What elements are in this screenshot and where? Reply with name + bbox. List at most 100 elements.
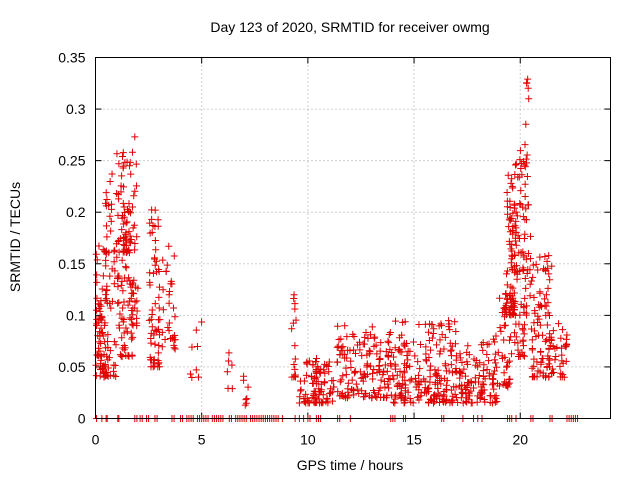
data-point xyxy=(305,357,313,365)
data-point xyxy=(479,346,487,354)
data-point xyxy=(147,315,155,323)
data-point xyxy=(124,205,132,213)
data-point xyxy=(334,342,342,350)
data-point xyxy=(537,301,545,309)
data-point xyxy=(156,316,164,324)
data-point xyxy=(507,283,515,291)
data-point xyxy=(148,323,156,331)
data-point xyxy=(550,368,558,376)
data-point xyxy=(516,147,524,155)
data-point xyxy=(288,325,296,333)
data-point xyxy=(118,226,126,234)
data-point xyxy=(159,306,167,314)
data-point xyxy=(119,149,127,157)
data-point xyxy=(397,392,405,400)
data-point xyxy=(350,346,358,354)
data-point xyxy=(155,283,163,291)
data-point xyxy=(112,372,120,380)
data-point xyxy=(458,358,466,366)
data-point xyxy=(521,161,529,169)
data-point xyxy=(511,201,519,209)
data-point xyxy=(483,366,491,374)
data-point xyxy=(414,358,422,366)
data-point xyxy=(364,334,372,342)
data-point xyxy=(436,336,444,344)
data-point xyxy=(433,371,441,379)
data-point xyxy=(470,355,478,363)
data-point xyxy=(118,172,126,180)
data-point xyxy=(129,321,137,329)
data-point xyxy=(436,392,444,400)
data-point xyxy=(334,388,342,396)
data-point xyxy=(563,331,571,339)
data-point xyxy=(515,320,523,328)
data-point xyxy=(508,175,516,183)
data-point xyxy=(103,295,111,303)
data-point xyxy=(524,201,532,209)
data-point xyxy=(543,257,551,265)
data-point xyxy=(370,389,378,397)
data-point xyxy=(106,212,114,220)
data-point xyxy=(545,336,553,344)
data-point xyxy=(447,386,455,394)
data-point xyxy=(102,202,110,210)
data-point xyxy=(541,302,549,310)
data-point xyxy=(506,375,514,383)
data-point xyxy=(490,370,498,378)
data-point xyxy=(545,345,553,353)
data-point xyxy=(95,242,103,250)
data-point xyxy=(496,294,504,302)
data-point xyxy=(366,348,374,356)
data-point xyxy=(376,355,384,363)
data-point xyxy=(102,189,110,197)
data-point xyxy=(512,208,520,216)
data-point xyxy=(401,387,409,395)
data-point xyxy=(290,291,298,299)
data-point xyxy=(430,325,438,333)
data-point xyxy=(165,242,173,250)
data-point xyxy=(451,318,459,326)
data-point xyxy=(411,352,419,360)
data-point xyxy=(519,351,527,359)
data-point xyxy=(511,339,519,347)
data-point xyxy=(369,375,377,383)
data-point xyxy=(159,286,167,294)
data-point xyxy=(523,151,531,159)
data-point xyxy=(165,291,173,299)
data-point xyxy=(122,263,130,271)
data-point xyxy=(507,179,515,187)
data-point xyxy=(561,342,569,350)
data-point xyxy=(403,364,411,372)
data-point xyxy=(151,300,159,308)
data-point xyxy=(122,264,130,272)
data-point xyxy=(155,293,163,301)
data-point xyxy=(146,278,154,286)
data-point xyxy=(351,367,359,375)
data-point xyxy=(493,363,501,371)
data-point xyxy=(377,376,385,384)
data-point xyxy=(101,321,109,329)
data-point xyxy=(508,251,516,259)
data-point xyxy=(295,399,303,407)
data-point xyxy=(192,326,200,334)
data-point xyxy=(503,281,511,289)
data-point xyxy=(119,199,127,207)
data-point xyxy=(154,357,162,365)
data-point xyxy=(165,327,173,335)
data-point xyxy=(133,319,141,327)
data-point xyxy=(425,398,433,406)
data-point xyxy=(512,333,520,341)
data-point xyxy=(327,389,335,397)
data-point xyxy=(472,378,480,386)
data-point xyxy=(128,320,136,328)
data-point xyxy=(312,354,320,362)
data-point xyxy=(133,182,141,190)
data-point xyxy=(108,297,116,305)
data-point xyxy=(291,365,299,373)
data-point xyxy=(407,375,415,383)
data-point xyxy=(502,290,510,298)
data-point xyxy=(105,249,113,257)
data-point xyxy=(391,365,399,373)
data-point xyxy=(323,361,331,369)
data-point xyxy=(521,163,529,171)
